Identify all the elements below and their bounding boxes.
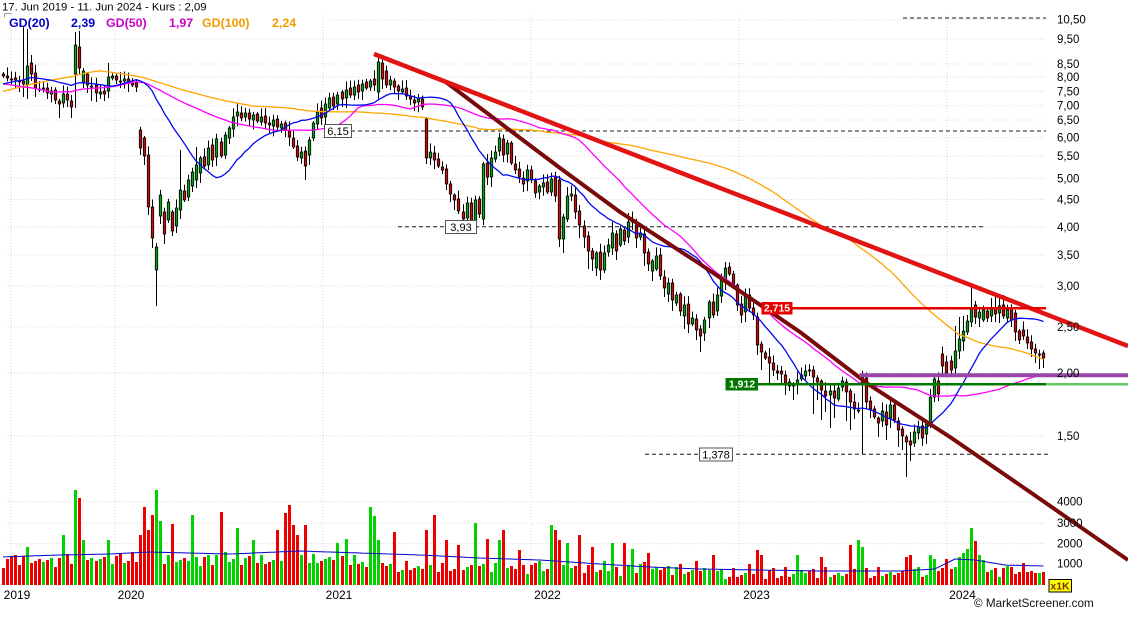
svg-text:5,50: 5,50 xyxy=(1057,151,1079,163)
svg-text:6,00: 6,00 xyxy=(1057,133,1079,145)
svg-text:5,00: 5,00 xyxy=(1057,173,1079,185)
svg-text:4000: 4000 xyxy=(1057,497,1083,509)
svg-text:1000: 1000 xyxy=(1057,559,1083,571)
svg-text:2,50: 2,50 xyxy=(1057,322,1079,334)
svg-text:2020: 2020 xyxy=(118,588,145,602)
svg-text:3000: 3000 xyxy=(1057,518,1083,530)
svg-text:GD(20): GD(20) xyxy=(9,16,50,30)
svg-text:3,50: 3,50 xyxy=(1057,250,1079,262)
svg-text:6,50: 6,50 xyxy=(1057,115,1079,127)
svg-text:1,378: 1,378 xyxy=(702,450,730,462)
svg-text:7,00: 7,00 xyxy=(1057,101,1079,113)
svg-text:8,00: 8,00 xyxy=(1057,72,1079,84)
svg-text:9,50: 9,50 xyxy=(1057,34,1079,46)
svg-text:© MarketScreener.com: © MarketScreener.com xyxy=(974,597,1094,610)
svg-text:2,39: 2,39 xyxy=(71,16,95,30)
svg-text:4,50: 4,50 xyxy=(1057,195,1079,207)
svg-text:GD(100): GD(100) xyxy=(202,16,250,30)
svg-text:2019: 2019 xyxy=(4,588,31,602)
svg-text:2,24: 2,24 xyxy=(272,16,296,30)
svg-text:2000: 2000 xyxy=(1057,539,1083,551)
svg-text:2023: 2023 xyxy=(743,588,770,602)
svg-text:x1K: x1K xyxy=(1050,581,1070,593)
svg-text:6,15: 6,15 xyxy=(327,126,348,138)
svg-text:4,00: 4,00 xyxy=(1057,222,1079,234)
svg-text:2021: 2021 xyxy=(326,588,353,602)
svg-text:2,715: 2,715 xyxy=(764,303,790,315)
svg-text:17. Jun 2019 - 11. Jun 2024 -: 17. Jun 2019 - 11. Jun 2024 - Kurs : 2,0… xyxy=(2,2,207,14)
svg-text:10,50: 10,50 xyxy=(1057,15,1086,27)
svg-text:2024: 2024 xyxy=(949,588,976,602)
svg-text:GD(50): GD(50) xyxy=(106,16,147,30)
svg-text:2,00: 2,00 xyxy=(1057,368,1079,380)
svg-text:3,93: 3,93 xyxy=(450,222,471,234)
svg-text:1,97: 1,97 xyxy=(169,16,193,30)
svg-text:3,00: 3,00 xyxy=(1057,281,1079,293)
svg-text:7,50: 7,50 xyxy=(1057,86,1079,98)
svg-text:8,50: 8,50 xyxy=(1057,59,1079,71)
svg-text:1,50: 1,50 xyxy=(1057,431,1079,443)
svg-text:1,912: 1,912 xyxy=(729,379,755,391)
svg-text:2022: 2022 xyxy=(534,588,561,602)
